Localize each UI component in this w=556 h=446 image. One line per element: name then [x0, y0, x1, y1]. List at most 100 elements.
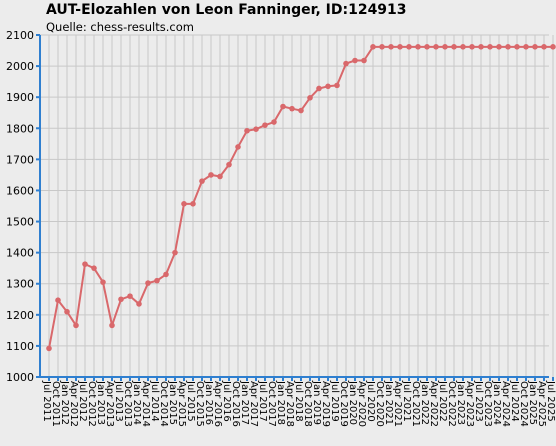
data-point	[316, 85, 322, 92]
data-point	[208, 172, 214, 178]
x-tick-label: Jul 2011	[41, 380, 52, 422]
x-tick-label: Oct 2019	[338, 381, 349, 427]
data-point	[280, 103, 286, 110]
data-point	[514, 44, 520, 50]
x-tick-label: Jul 2020	[365, 380, 376, 422]
x-tick-label: Oct 2014	[158, 381, 169, 427]
x-tick-label: Jul 2024	[509, 380, 520, 422]
chart-title: AUT-Elozahlen von Leon Fanninger, ID:124…	[46, 2, 407, 18]
x-tick-label: Jan 2024	[491, 380, 502, 425]
x-tick-label: Jul 2025	[545, 380, 556, 422]
x-tick-label: Jan 2016	[203, 380, 214, 425]
x-tick-label: Jan 2012	[59, 380, 70, 425]
x-tick-label: Oct 2012	[86, 381, 97, 427]
x-tick-label: Oct 2021	[410, 381, 421, 427]
data-point	[271, 119, 277, 125]
data-point	[298, 107, 304, 114]
data-point	[244, 127, 250, 134]
data-point	[154, 277, 160, 284]
data-point	[190, 201, 196, 207]
x-tick-label: Apr 2018	[284, 381, 295, 427]
data-point	[289, 105, 295, 112]
x-tick-label: Apr 2016	[212, 381, 223, 427]
x-tick-label: Apr 2012	[68, 381, 79, 427]
x-tick-label: Apr 2021	[392, 381, 403, 427]
data-point	[127, 293, 133, 299]
y-tick-label: 1000	[6, 371, 34, 384]
x-tick-label: Jan 2017	[239, 380, 250, 425]
y-tick-label: 1400	[6, 247, 34, 260]
y-tick-label: 1100	[6, 340, 34, 353]
data-point	[415, 44, 421, 50]
data-point	[343, 60, 349, 67]
data-point	[361, 57, 367, 64]
x-tick-label: Apr 2015	[176, 381, 187, 427]
x-tick-label: Jan 2022	[419, 380, 430, 425]
x-tick-label: Apr 2017	[248, 381, 259, 427]
x-tick-label: Oct 2022	[446, 381, 457, 427]
data-point	[181, 201, 187, 207]
x-tick-label: Oct 2024	[518, 381, 529, 427]
data-point	[82, 261, 88, 267]
y-tick-label: 1600	[6, 184, 34, 197]
data-point	[64, 308, 70, 315]
data-point	[118, 296, 124, 303]
chart-source-subtitle: Quelle: chess-results.com	[46, 20, 194, 34]
data-point	[172, 249, 178, 256]
y-tick-label: 1200	[6, 309, 34, 322]
data-point	[523, 44, 529, 50]
data-point	[55, 297, 61, 304]
x-tick-label: Jul 2012	[77, 380, 88, 422]
x-tick-label: Oct 2013	[122, 381, 133, 427]
x-tick-label: Apr 2023	[464, 381, 475, 427]
data-point	[532, 44, 538, 50]
series-layer	[46, 44, 556, 352]
y-tick-label: 2100	[6, 29, 34, 42]
x-tick-label: Jul 2014	[149, 380, 160, 422]
data-point	[253, 126, 259, 133]
data-point	[226, 161, 232, 168]
data-point	[550, 44, 556, 50]
data-point	[217, 173, 223, 180]
data-point	[460, 44, 466, 50]
data-point	[478, 44, 484, 50]
grid-lines	[40, 34, 554, 378]
x-tick-label: Jul 2016	[221, 380, 232, 422]
x-tick-label: Jan 2023	[455, 380, 466, 425]
data-point	[451, 44, 457, 50]
y-tick-label: 2000	[6, 60, 34, 73]
data-point	[487, 44, 493, 50]
data-point	[496, 44, 502, 50]
data-point	[100, 279, 106, 285]
x-tick-label: Jul 2019	[329, 380, 340, 422]
x-tick-label: Jan 2020	[347, 380, 358, 425]
data-point	[235, 144, 241, 150]
data-point	[91, 265, 97, 271]
data-point	[505, 44, 511, 50]
x-tick-label: Jan 2019	[311, 380, 322, 425]
x-tick-label: Jul 2013	[113, 380, 124, 422]
x-tick-label: Apr 2025	[536, 381, 547, 427]
y-tick-label: 1300	[6, 278, 34, 291]
data-point	[145, 280, 151, 286]
x-tick-label: Jan 2013	[95, 380, 106, 425]
data-point	[406, 44, 412, 50]
x-tick-label: Jul 2018	[293, 380, 304, 422]
x-tick-label: Oct 2023	[482, 381, 493, 427]
data-point	[352, 57, 358, 64]
x-tick-label: Jul 2022	[437, 380, 448, 422]
x-tick-label: Oct 2011	[50, 381, 61, 427]
x-tick-label: Oct 2020	[374, 381, 385, 427]
data-point	[433, 44, 439, 50]
x-tick-label: Apr 2013	[104, 381, 115, 427]
x-tick-label: Oct 2016	[230, 381, 241, 427]
x-tick-label: Apr 2022	[428, 381, 439, 427]
x-tick-label: Oct 2018	[302, 381, 313, 427]
data-point	[469, 44, 475, 50]
data-point	[442, 44, 448, 50]
data-point	[73, 322, 79, 329]
x-tick-label: Apr 2020	[356, 381, 367, 427]
x-tick-label: Jan 2015	[167, 380, 178, 425]
